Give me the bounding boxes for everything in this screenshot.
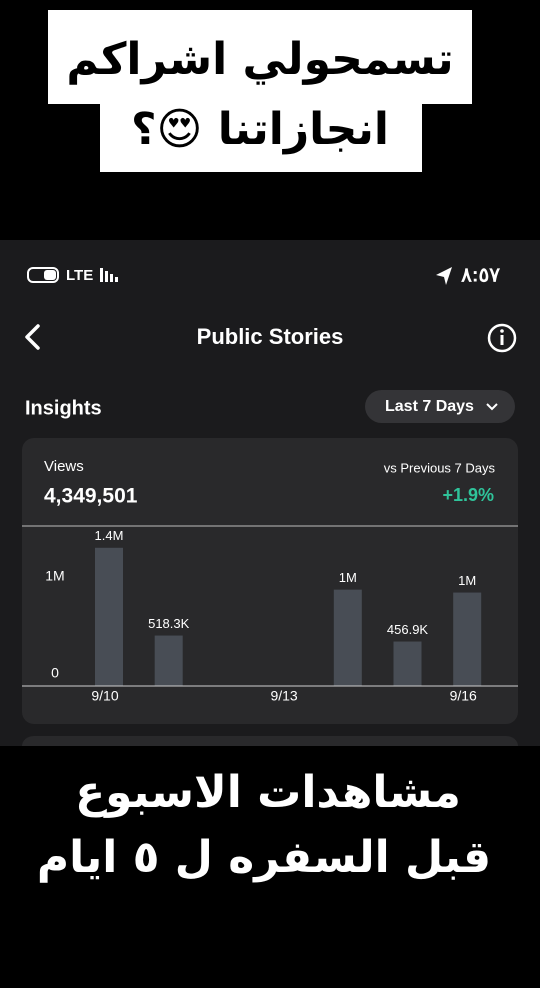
section-title: Insights (25, 397, 102, 419)
dropdown-chevron (486, 403, 498, 411)
bar (95, 547, 123, 686)
value-label: 456.9K (387, 622, 429, 637)
value-label: 518.3K (148, 616, 190, 631)
caption-line: انجازاتنا 😍؟ (131, 104, 389, 155)
bar (333, 589, 362, 686)
y-tick-label: 0 (51, 665, 59, 681)
location-icon (436, 267, 452, 285)
change-value: +1.9% (442, 485, 494, 505)
x-tick-label: 9/10 (91, 688, 118, 704)
caption-line: تسمحولي اشراكم (66, 34, 453, 85)
bar (453, 592, 482, 686)
caption-box (100, 100, 422, 172)
clock: ٨:٥٧ (460, 264, 500, 286)
compare-label: vs Previous 7 Days (384, 460, 496, 475)
range-label: Last 7 Days (385, 398, 474, 415)
metric-total: 4,349,501 (44, 485, 138, 508)
caption-background (0, 746, 540, 988)
signal-icon (100, 268, 118, 282)
metric-label: Views (44, 458, 84, 475)
value-label: 1M (458, 573, 476, 588)
y-tick-label: 1M (45, 567, 64, 583)
range-dropdown[interactable] (365, 390, 515, 423)
bar-chart: 0 1M 9/10 1.4M 518.3K 9/13 1M 456.9K 9/16 1M (22, 528, 518, 704)
info-button[interactable] (487, 323, 517, 353)
back-button[interactable] (25, 324, 40, 350)
page-title: Public Stories (197, 324, 344, 349)
battery-level (44, 270, 56, 280)
x-tick-label: 9/13 (270, 688, 297, 704)
caption-box (48, 10, 472, 104)
bar (154, 635, 183, 686)
bar (393, 641, 422, 686)
network-label: LTE (66, 267, 93, 284)
caption-line: قبل السفره ل ٥ ايام (37, 832, 491, 883)
battery-icon (27, 267, 59, 283)
caption-line: مشاهدات الاسبوع (75, 767, 461, 818)
x-tick-label: 9/16 (450, 688, 477, 704)
value-label: 1.4M (95, 528, 124, 543)
value-label: 1M (339, 570, 357, 585)
